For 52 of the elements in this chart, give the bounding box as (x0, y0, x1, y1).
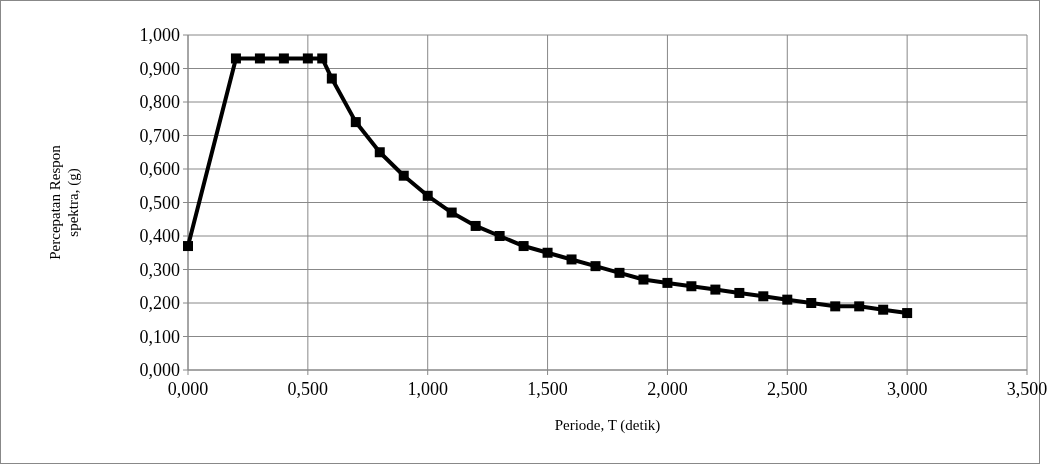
point (374, 147, 385, 158)
y-tick-label: 0,300 (139, 259, 180, 280)
point (806, 298, 817, 308)
point (542, 247, 553, 258)
point (230, 53, 241, 64)
point (710, 284, 721, 295)
point (830, 301, 841, 312)
point (398, 170, 409, 181)
x-tick-label: 3,000 (886, 379, 928, 399)
point (302, 53, 313, 64)
point (278, 53, 289, 64)
x-tick-label: 0,500 (287, 379, 329, 399)
point (422, 190, 433, 201)
y-tick-label: 0,100 (139, 326, 180, 347)
x-tick-label: 3,500 (1006, 379, 1048, 399)
y-tick-label: 0,900 (139, 58, 180, 79)
y-tick-label: 0,400 (139, 226, 180, 247)
point (782, 294, 793, 305)
point (317, 53, 328, 64)
point (662, 277, 673, 288)
x-tick-label: 2,000 (647, 379, 688, 399)
point (494, 231, 505, 241)
point (854, 301, 865, 312)
point (470, 220, 481, 231)
point (734, 287, 745, 298)
point (638, 274, 649, 285)
x-tick-label: 1,000 (407, 379, 448, 399)
point (878, 304, 889, 315)
y-tick-label: 0,800 (139, 92, 180, 113)
point (326, 73, 337, 84)
y-tick-label: 0,000 (139, 360, 180, 381)
y-tick-label: 1,000 (139, 25, 180, 46)
point (183, 241, 193, 252)
point (254, 53, 265, 64)
y-axis-title: Percepatan Respon spektra, (g) (47, 144, 82, 260)
x-tick-label: 1,500 (527, 379, 568, 399)
point (350, 117, 361, 128)
y-tick-label: 0,500 (139, 192, 180, 213)
point (614, 267, 625, 278)
point (590, 261, 601, 272)
y-tick-label: 0,200 (139, 293, 180, 314)
y-tick-label: 0,700 (139, 125, 180, 146)
x-tick-label: 2,500 (767, 379, 808, 399)
x-tick-label: 0,000 (167, 379, 209, 399)
point (902, 308, 913, 319)
point (566, 254, 577, 265)
point (446, 207, 457, 218)
y-tick-label: 0,600 (139, 159, 180, 180)
point (686, 281, 697, 292)
point (758, 291, 769, 302)
point (518, 241, 529, 252)
x-axis-title: Periode, T (detik) (554, 417, 661, 434)
